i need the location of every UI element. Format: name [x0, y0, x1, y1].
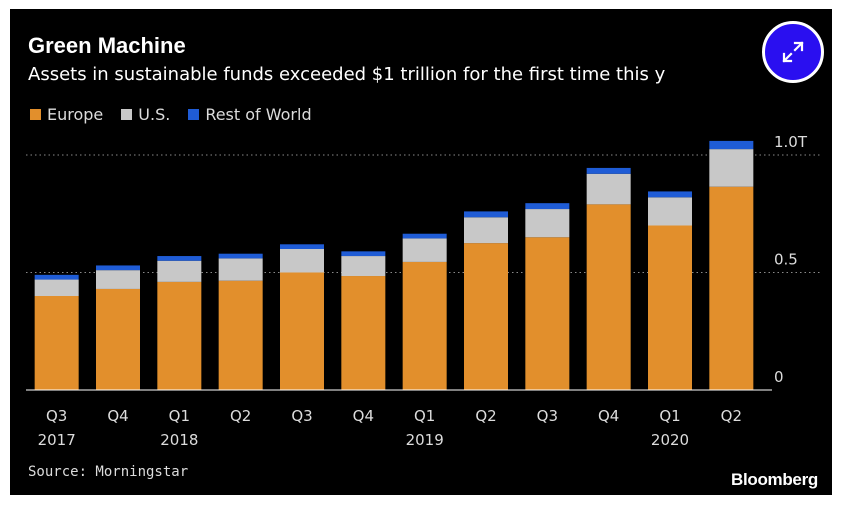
x-tick-label: Q2: [721, 407, 742, 425]
bar-segment-europe: [402, 261, 447, 390]
bar-segment-u-s: [648, 197, 692, 226]
bar-segment-rest-of-world: [96, 265, 140, 271]
x-tick-label: Q4: [107, 407, 128, 425]
bar-segment-u-s: [709, 149, 754, 187]
bar-segment-rest-of-world: [648, 191, 692, 198]
bar-segment-europe: [586, 204, 631, 390]
bar-segment-u-s: [157, 260, 202, 282]
bar-segment-europe: [525, 237, 570, 390]
x-tick-label: Q3: [291, 407, 312, 425]
y-tick-label: 0: [774, 368, 784, 386]
legend-label-rest-of-world: Rest of World: [205, 105, 312, 124]
bar-segment-europe: [280, 272, 324, 390]
x-tick-label: Q4: [353, 407, 374, 425]
bar-segment-rest-of-world: [402, 233, 447, 239]
bar-segment-rest-of-world: [280, 244, 324, 249]
bar-segment-europe: [648, 225, 692, 390]
bar-segment-rest-of-world: [525, 203, 570, 210]
x-tick-label: Q2: [475, 407, 496, 425]
bar-segment-rest-of-world: [157, 256, 202, 261]
x-tick-year-label: 2019: [406, 431, 444, 449]
stacked-bar-chart: 0 0.5 1.0T Q3 2017 Q4 Q1 2018 Q2 Q3 Q4 Q1 2019 Q2 Q3 Q4…: [26, 133, 822, 449]
bar-segment-europe: [96, 288, 140, 390]
bar-segment-europe: [709, 186, 754, 390]
bar-segment-europe: [218, 280, 263, 390]
legend-swatch-europe: [30, 109, 41, 120]
legend-swatch-rest-of-world: [188, 109, 200, 120]
bar-segment-u-s: [34, 279, 79, 296]
x-tick-year-label: 2017: [38, 431, 76, 449]
chart-subtitle: Assets in sustainable funds exceeded $1 …: [28, 64, 666, 85]
legend-label-us: U.S.: [138, 105, 171, 124]
expand-arrows-icon: [782, 41, 804, 63]
bar-segment-u-s: [341, 256, 386, 277]
bar-segment-rest-of-world: [464, 211, 508, 218]
bar-segment-europe: [464, 243, 508, 390]
x-tick-label: Q1: [169, 407, 190, 425]
legend: Europe U.S. Rest of World: [30, 105, 330, 124]
bar-segment-u-s: [96, 270, 140, 289]
x-tick-year-label: 2018: [160, 431, 198, 449]
x-tick-label: Q3: [537, 407, 558, 425]
bar-segment-u-s: [525, 209, 570, 238]
bar-segment-rest-of-world: [709, 140, 754, 150]
bar-segment-europe: [341, 276, 386, 390]
bar-segment-europe: [34, 296, 79, 390]
bar-segment-u-s: [586, 173, 631, 205]
bar-segment-u-s: [464, 217, 508, 244]
bar-segment-u-s: [218, 258, 263, 281]
chart-panel: Green Machine Assets in sustainable fund…: [10, 9, 832, 495]
y-tick-label: 1.0T: [774, 133, 808, 151]
bar-segment-rest-of-world: [34, 274, 79, 280]
legend-label-europe: Europe: [47, 105, 104, 124]
x-tick-year-label: 2020: [651, 431, 689, 449]
bar-segment-rest-of-world: [586, 167, 631, 174]
expand-button[interactable]: [762, 21, 824, 83]
bar-segment-rest-of-world: [218, 253, 263, 259]
source-note: Source: Morningstar: [28, 464, 189, 480]
legend-item-europe: Europe: [30, 105, 103, 124]
legend-swatch-us: [121, 109, 133, 120]
bar-segment-u-s: [280, 249, 324, 273]
bar-segment-u-s: [402, 238, 447, 262]
legend-item-us: U.S.: [121, 105, 170, 124]
bar-segment-europe: [157, 281, 202, 390]
x-tick-label: Q2: [230, 407, 251, 425]
y-tick-label: 0.5: [774, 251, 798, 269]
x-tick-label: Q3: [46, 407, 67, 425]
bloomberg-logo: Bloomberg: [730, 470, 818, 489]
x-tick-label: Q1: [414, 407, 435, 425]
x-tick-label: Q1: [659, 407, 680, 425]
bar-segment-rest-of-world: [341, 251, 386, 257]
x-tick-label: Q4: [598, 407, 619, 425]
chart-title: Green Machine: [28, 33, 186, 58]
legend-item-rest-of-world: Rest of World: [188, 105, 312, 124]
